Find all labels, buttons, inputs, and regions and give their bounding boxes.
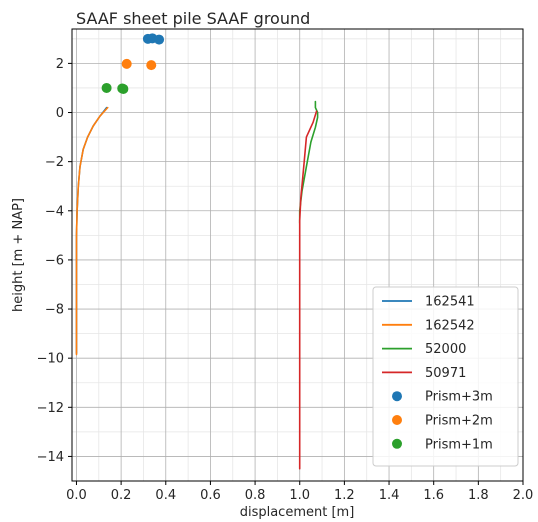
plot-frame bbox=[71, 28, 524, 482]
legend-label: 162541 bbox=[425, 295, 475, 310]
x-tick-label: 0.2 bbox=[111, 488, 132, 503]
point-Prism+1m bbox=[101, 82, 112, 93]
legend-label: Prism+2m bbox=[425, 414, 493, 429]
x-tick-label: 1.4 bbox=[379, 488, 400, 503]
point-Prism+3m bbox=[154, 34, 165, 45]
y-tick-label: −12 bbox=[37, 401, 64, 416]
x-tick-label: 1.2 bbox=[334, 488, 355, 503]
y-tick-label: −10 bbox=[37, 352, 64, 367]
x-tick-label: 0.0 bbox=[66, 488, 87, 503]
point-Prism+1m bbox=[118, 83, 129, 94]
legend-marker-Prism+1m bbox=[392, 438, 402, 449]
x-tick-label: 0.8 bbox=[245, 488, 266, 503]
y-tick-label: −8 bbox=[45, 303, 64, 318]
x-axis-label: displacement [m] bbox=[240, 505, 355, 520]
y-axis-label: height [m + NAP] bbox=[11, 198, 26, 312]
x-tick-label: 0.6 bbox=[200, 488, 221, 503]
y-tick-label: −6 bbox=[45, 253, 64, 268]
y-tick-label: −14 bbox=[37, 450, 64, 465]
series-line-162542 bbox=[75, 106, 109, 356]
x-tick-label: 1.0 bbox=[289, 488, 310, 503]
y-tick-label: 2 bbox=[56, 57, 64, 72]
legend-label: 52000 bbox=[425, 342, 466, 357]
x-tick-label: 1.8 bbox=[468, 488, 489, 503]
legend-marker-Prism+2m bbox=[392, 415, 402, 425]
y-tick-label: −2 bbox=[45, 155, 64, 170]
legend-label: 162542 bbox=[425, 318, 475, 333]
series-line-50971 bbox=[298, 110, 318, 470]
y-tick-label: 0 bbox=[56, 106, 64, 121]
legend-label: 50971 bbox=[425, 366, 466, 381]
legend: 162541 162542 52000 50971 Prism+3m Prism+2m Pr… bbox=[372, 286, 519, 467]
x-tick-label: 2.0 bbox=[513, 488, 534, 503]
legend-label: Prism+3m bbox=[425, 390, 493, 405]
point-Prism+2m bbox=[121, 58, 132, 69]
point-Prism+2m bbox=[146, 60, 157, 71]
y-tick-label: −4 bbox=[45, 204, 64, 219]
legend-box bbox=[372, 286, 519, 467]
x-tick-label: 1.6 bbox=[423, 488, 444, 503]
chart-title: SAAF sheet pile SAAF ground bbox=[76, 9, 310, 28]
x-tick-label: 0.4 bbox=[155, 488, 176, 503]
legend-label: Prism+1m bbox=[425, 437, 493, 452]
legend-marker-Prism+3m bbox=[392, 391, 402, 402]
